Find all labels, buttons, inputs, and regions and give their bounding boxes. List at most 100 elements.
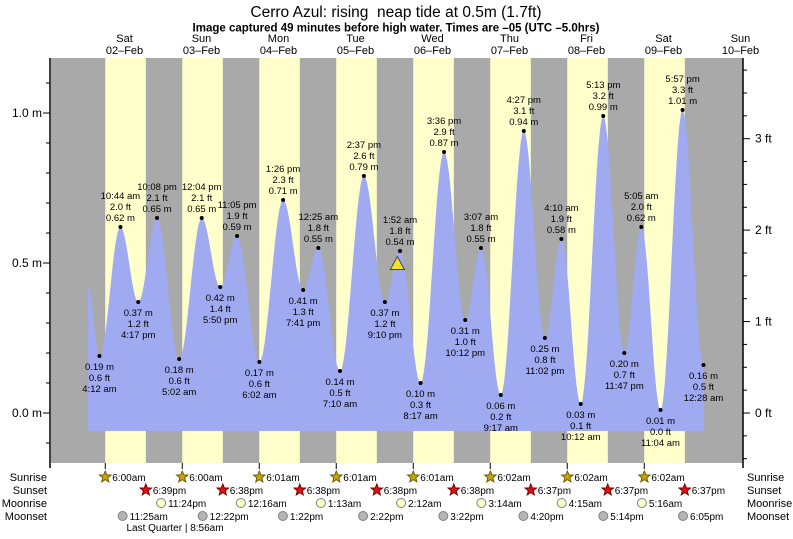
moonset-circle-icon xyxy=(358,511,369,521)
tide-extreme-dot xyxy=(337,369,342,373)
sunrise-time: 6:01am xyxy=(420,473,453,484)
moonset-circle-icon xyxy=(197,511,208,521)
row-label-right-moonset: Moonset xyxy=(747,511,789,523)
sunrise-time: 6:01am xyxy=(266,473,299,484)
tide-extreme-dot xyxy=(218,285,223,289)
day-label: Fri 08–Feb xyxy=(568,33,605,57)
tide-annotation-low: 0.06 m 0.2 ft 9:17 am xyxy=(484,401,518,434)
tide-extreme-dot xyxy=(498,393,503,397)
tide-curve-layer xyxy=(88,110,705,431)
row-label-right-sunrise: Sunrise xyxy=(747,472,784,484)
tide-annotation-low: 0.25 m 0.8 ft 11:02 pm xyxy=(525,344,564,377)
row-label-right-moonrise: Moonrise xyxy=(747,498,792,510)
sunset-star-icon xyxy=(369,482,384,497)
current-marker-layer xyxy=(389,255,406,270)
moonset-time: 12:22pm xyxy=(210,512,249,523)
tide-extreme-dot xyxy=(680,108,685,112)
day-label: Sun 03–Feb xyxy=(183,33,220,57)
sunset-star-icon xyxy=(600,482,615,497)
day-label: Tue 05–Feb xyxy=(337,33,374,57)
tide-annotation-high: 5:57 pm 3.3 ft 1.01 m xyxy=(665,74,699,107)
sunrise-star-icon xyxy=(98,469,113,484)
tide-annotation-high: 12:25 am 1.8 ft 0.55 m xyxy=(299,212,339,245)
day-label: Mon 04–Feb xyxy=(260,33,297,57)
tide-curve xyxy=(88,110,705,431)
tide-annotation-high: 10:44 am 2.0 ft 0.62 m xyxy=(101,191,141,224)
tide-extreme-dot xyxy=(136,300,141,304)
day-label: Sun 10–Feb xyxy=(722,33,759,57)
sunset-time: 6:37pm xyxy=(538,486,571,497)
tide-extreme-dot xyxy=(658,408,663,412)
tide-annotation-low: 0.41 m 1.3 ft 7:41 pm xyxy=(286,296,320,329)
moonrise-time: 11:24pm xyxy=(168,499,206,510)
tide-extreme-dot xyxy=(478,246,483,250)
tide-annotation-high: 2:37 pm 2.6 ft 0.79 m xyxy=(347,140,381,173)
sunset-time: 6:38pm xyxy=(461,486,494,497)
day-label: Sat 02–Feb xyxy=(106,33,143,57)
moon-phase-label: Last Quarter | 8:56am xyxy=(126,523,223,534)
moonrise-circle-icon xyxy=(636,498,647,508)
tide-annotations-layer: 0.19 m 0.6 ft 4:12 am 10:44 am 2.0 ft 0.62 m 0… xyxy=(82,74,723,449)
moonrise-time: 12:16am xyxy=(248,499,287,510)
tide-extreme-dot xyxy=(622,351,627,355)
sunrise-time: 6:00am xyxy=(112,473,145,484)
moonset-circle-icon xyxy=(678,511,689,521)
tide-annotation-high: 5:05 am 2.0 ft 0.62 m xyxy=(624,191,658,224)
tide-annotation-low: 0.14 m 0.5 ft 7:10 am xyxy=(323,377,357,410)
page-subtitle: Image captured 49 minutes before high wa… xyxy=(193,23,600,35)
moonrise-time: 3:14am xyxy=(488,499,521,510)
moonrise-circle-icon xyxy=(556,498,567,508)
moonset-circle-icon xyxy=(518,511,529,521)
tide-extreme-dot xyxy=(601,114,606,118)
tide-annotation-high: 4:27 pm 3.1 ft 0.94 m xyxy=(507,95,541,128)
tide-annotation-low: 0.37 m 1.2 ft 4:17 pm xyxy=(121,308,155,341)
axis-label-left: 0.5 m xyxy=(12,256,42,270)
tide-extreme-dot xyxy=(463,318,468,322)
moonset-circle-icon xyxy=(277,511,288,521)
moonset-circle-icon xyxy=(438,511,449,521)
tide-annotation-low: 0.31 m 1.0 ft 10:12 pm xyxy=(445,326,485,359)
sunset-time: 6:38pm xyxy=(230,486,263,497)
moonrise-circle-icon xyxy=(235,498,246,508)
sunrise-star-icon xyxy=(637,469,652,484)
sunset-time: 6:37pm xyxy=(692,486,725,497)
moonset-time: 1:22pm xyxy=(290,512,323,523)
tide-annotation-high: 5:13 pm 3.2 ft 0.99 m xyxy=(586,80,620,113)
sunrise-star-icon xyxy=(329,469,344,484)
row-label-right-sunset: Sunset xyxy=(747,485,781,497)
row-label-left-moonset: Moonset xyxy=(5,511,47,523)
moonset-time: 11:25am xyxy=(130,512,168,523)
day-label: Thu 07–Feb xyxy=(491,33,528,57)
sunset-star-icon xyxy=(138,482,153,497)
tide-extreme-dot xyxy=(281,198,286,202)
tide-annotation-high: 4:10 am 1.9 ft 0.58 m xyxy=(544,203,578,236)
moonrise-time: 5:16am xyxy=(649,499,682,510)
tide-annotation-low: 0.19 m 0.6 ft 4:12 am xyxy=(82,362,116,395)
sunrise-time: 6:02am xyxy=(574,473,607,484)
tide-annotation-high: 1:52 am 1.8 ft 0.54 m xyxy=(383,215,417,248)
tide-extreme-dot xyxy=(559,237,564,241)
moonrise-circle-icon xyxy=(396,498,407,508)
tide-extreme-dot xyxy=(199,216,204,220)
moonrise-circle-icon xyxy=(476,498,487,508)
tide-extreme-dot xyxy=(639,225,644,229)
tide-annotation-low: 0.18 m 0.6 ft 5:02 am xyxy=(162,365,196,398)
sunrise-star-icon xyxy=(175,469,190,484)
tide-extreme-dot xyxy=(521,129,526,133)
day-labels-layer: Sat 02–Feb Sun 03–Feb Mon 04–Feb Tue 05–Feb Wed 0… xyxy=(106,33,759,57)
tide-extreme-dot xyxy=(442,150,447,154)
sunrise-star-icon xyxy=(406,469,421,484)
moonset-circle-icon xyxy=(117,511,128,521)
day-label: Sat 09–Feb xyxy=(645,33,682,57)
sunrise-time: 6:02am xyxy=(497,473,530,484)
tide-extreme-dot xyxy=(155,216,160,220)
tide-extreme-dot xyxy=(97,354,102,358)
tide-extreme-dot xyxy=(701,363,706,367)
axis-label-left: 1.0 m xyxy=(12,106,42,120)
tide-extreme-dot xyxy=(316,246,321,250)
row-label-left-moonrise: Moonrise xyxy=(2,498,47,510)
tide-extreme-dot xyxy=(397,249,402,253)
tide-extreme-dot xyxy=(361,174,366,178)
moonrise-time: 4:15am xyxy=(569,499,602,510)
